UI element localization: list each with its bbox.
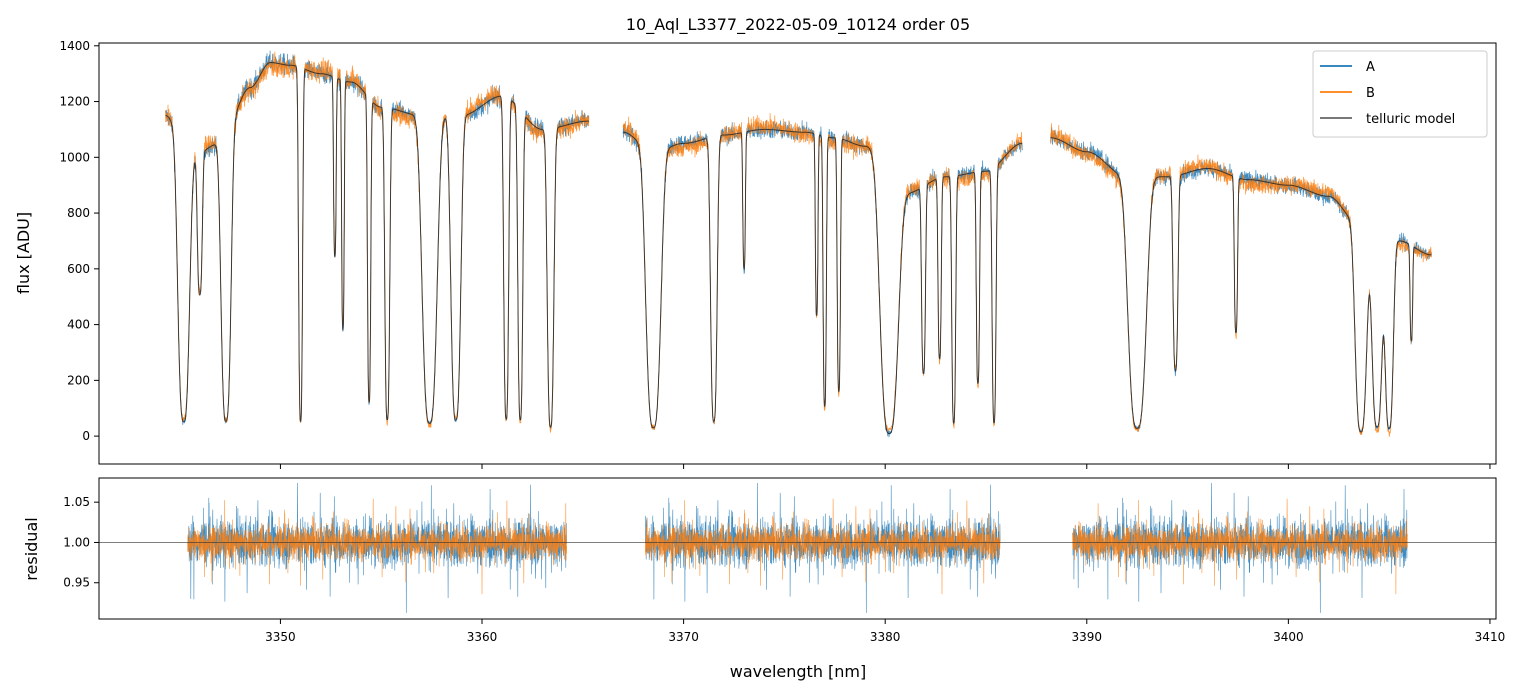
legend-label-telluric-model: telluric model [1366, 112, 1455, 127]
residual-axes-frame [98, 477, 1497, 620]
series-telluric-model-segment-2 [623, 128, 1023, 434]
residual-y-axis-label: residual [22, 517, 41, 580]
residual-y-tick-label: 1.00 [63, 535, 90, 549]
flux-y-tick-label: 1000 [59, 150, 90, 164]
flux-y-ticks: 0 200 400 600 800 1000 1200 1400 [59, 39, 99, 443]
series-telluric-model-segment-3 [1050, 137, 1432, 433]
legend: A B telluric model [1312, 50, 1488, 138]
flux-y-tick-label: 1400 [59, 39, 90, 53]
legend-label-b: B [1366, 86, 1375, 101]
residual-y-tick-label: 1.05 [63, 495, 90, 509]
flux-y-tick-label: 200 [67, 373, 90, 387]
legend-box [1312, 50, 1488, 138]
x-axis-label: wavelength [nm] [730, 662, 867, 681]
flux-y-axis-label: flux [ADU] [14, 212, 33, 294]
flux-y-tick-label: 400 [67, 318, 90, 332]
x-tick-label: 3390 [1072, 630, 1103, 644]
x-tick-label: 3360 [467, 630, 498, 644]
residual-panel: 0.95 1.00 1.05 3350 3360 3370 3380 3390 3400 341… [22, 477, 1505, 681]
flux-plot-area [165, 50, 1432, 438]
residual-b-segment-2 [645, 498, 1001, 595]
flux-panel: 0 200 400 600 800 1000 1200 1400 flux [ADU] A B… [14, 39, 1497, 469]
x-tick-label: 3350 [265, 630, 296, 644]
residual-plot-area [99, 482, 1496, 613]
flux-y-tick-label: 0 [82, 429, 90, 443]
flux-y-tick-label: 1200 [59, 95, 90, 109]
x-tick-label: 3370 [668, 630, 699, 644]
residual-y-ticks: 0.95 1.00 1.05 [63, 495, 99, 590]
x-tick-label: 3400 [1273, 630, 1304, 644]
residual-y-tick-label: 0.95 [63, 576, 90, 590]
flux-y-tick-label: 800 [67, 206, 90, 220]
residual-b-segment-3 [1072, 498, 1408, 595]
residual-x-ticks: 3350 3360 3370 3380 3390 3400 3410 [265, 619, 1505, 644]
legend-label-a: A [1366, 60, 1375, 75]
x-tick-label: 3410 [1475, 630, 1506, 644]
series-b-segment-3 [1050, 123, 1432, 438]
flux-y-tick-label: 600 [67, 262, 90, 276]
x-tick-label: 3380 [870, 630, 901, 644]
flux-axes-frame [98, 42, 1497, 465]
flux-x-ticks [279, 464, 1491, 469]
chart-title: 10_Aql_L3377_2022-05-09_10124 order 05 [626, 15, 970, 35]
series-telluric-model-segment-1 [165, 62, 589, 428]
